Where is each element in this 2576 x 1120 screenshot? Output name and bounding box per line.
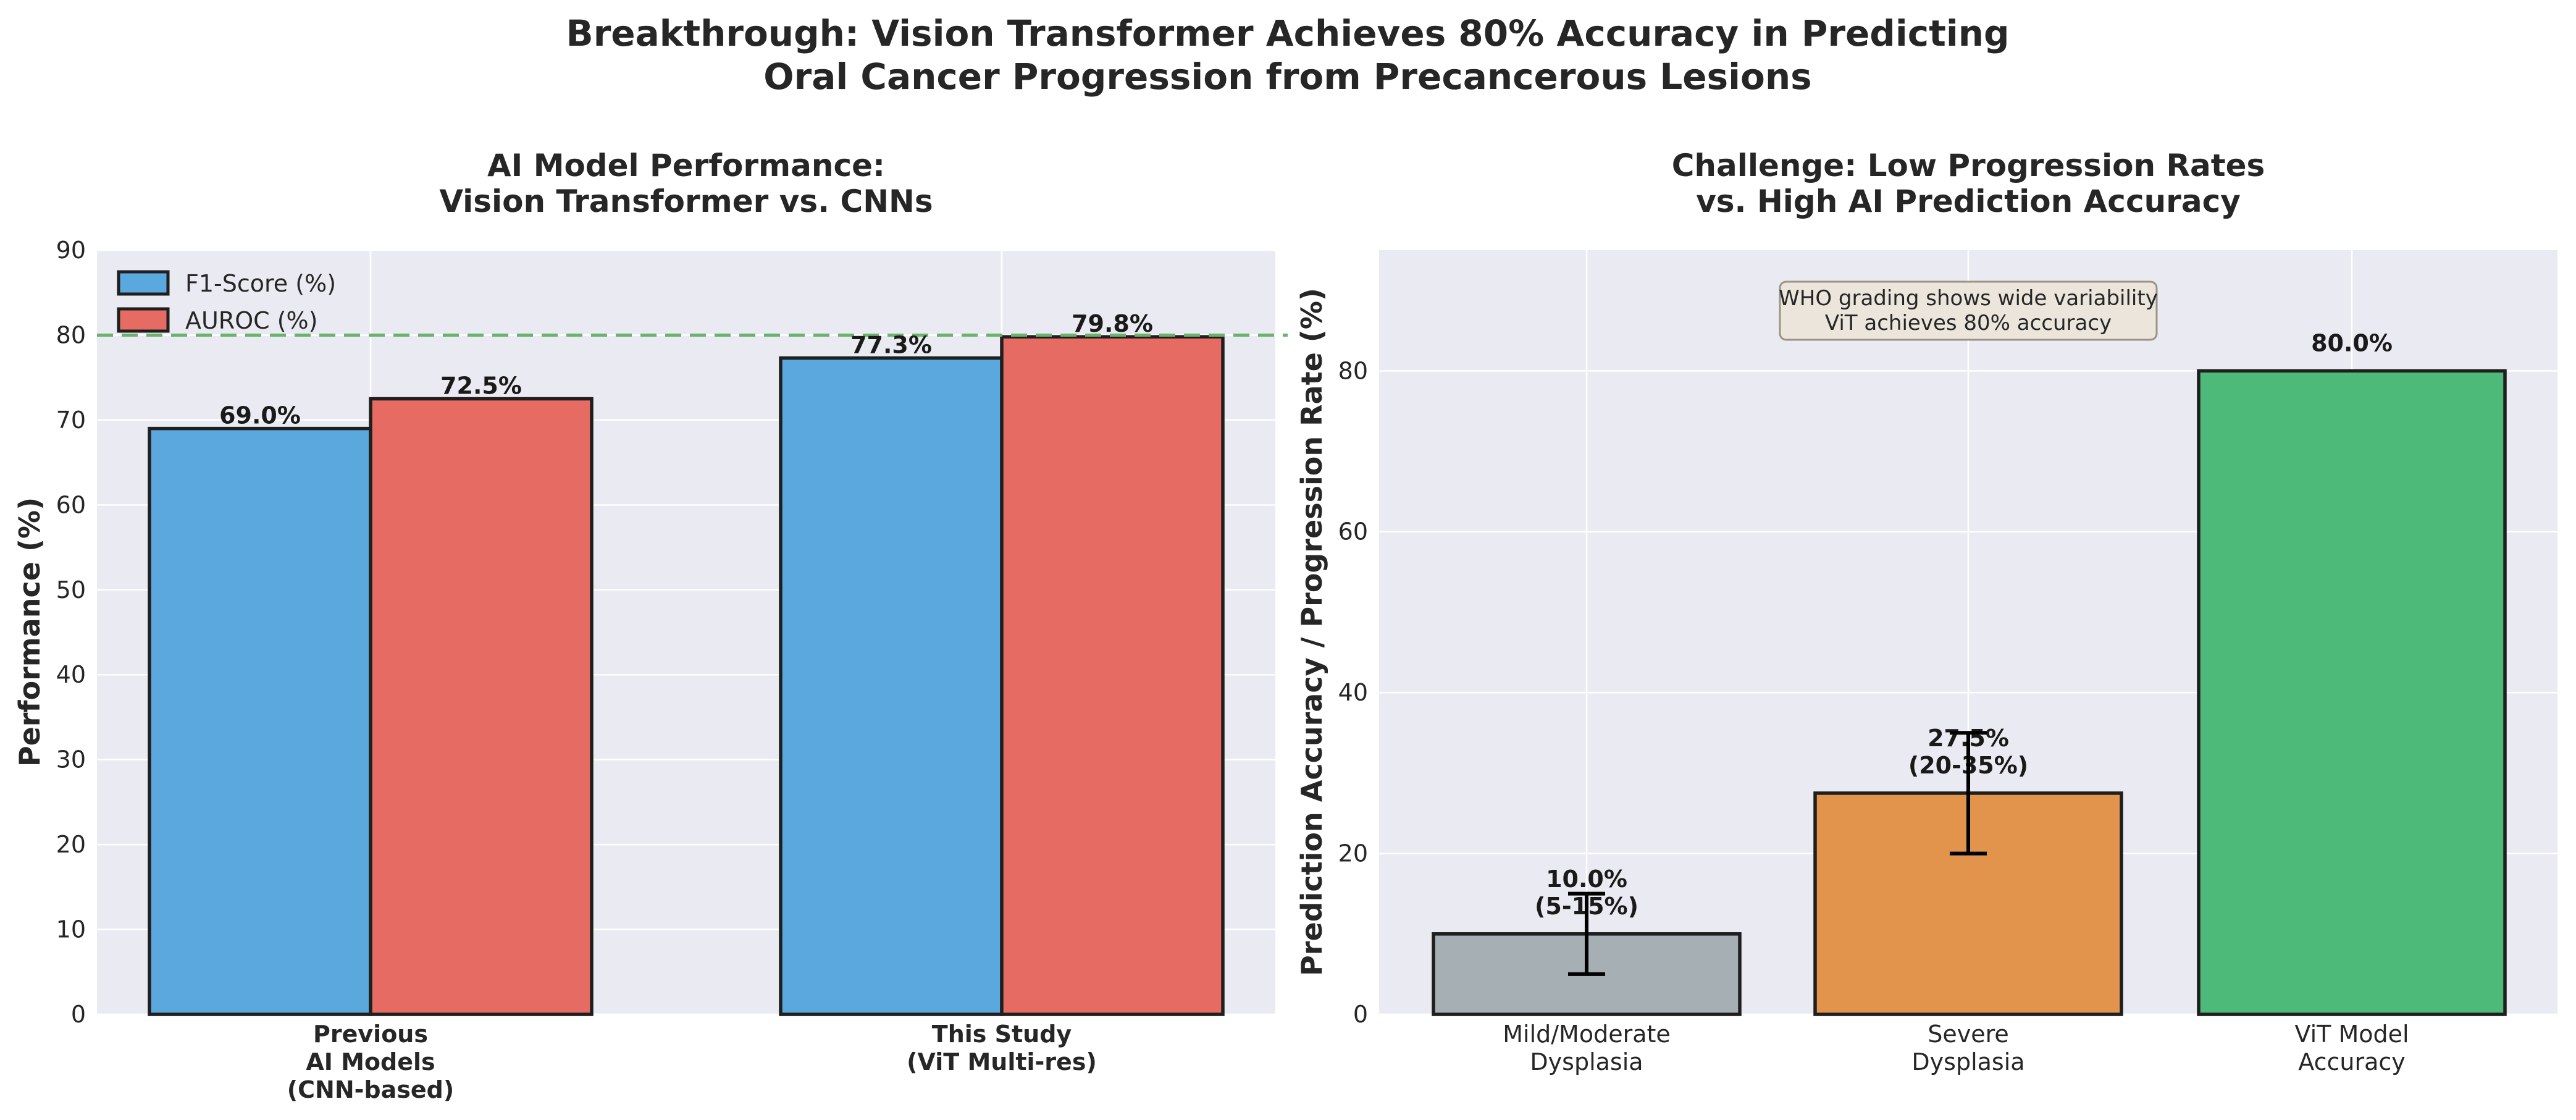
annotation-line-2: ViT achieves 80% accuracy <box>1825 311 2112 335</box>
right-y-tick-label: 0 <box>1353 1001 1368 1028</box>
legend-swatch-auroc <box>117 307 170 333</box>
auroc-bar-0 <box>369 397 594 1016</box>
vit-accuracy-bar <box>2197 369 2507 1016</box>
right-y-tick-label: 60 <box>1338 518 1368 545</box>
left-value-label: 77.3% <box>850 332 932 359</box>
left-y-tick-label: 20 <box>56 831 86 858</box>
annotation-line-1: WHO grading shows wide variability <box>1779 286 2158 311</box>
figure-title-line-2: Oral Cancer Progression from Precancerou… <box>763 56 1811 98</box>
right-y-tick-label: 20 <box>1338 840 1368 867</box>
right-x-tick-label: Mild/Moderate <box>1503 1021 1671 1048</box>
annotation-box <box>1779 280 2158 341</box>
left-x-tick-label: (ViT Multi-res) <box>907 1048 1097 1076</box>
left-y-tick-label: 30 <box>56 746 86 773</box>
right-chart-title-line-1: Challenge: Low Progression Rates <box>1672 148 2265 183</box>
legend-swatch-f1 <box>117 270 170 296</box>
right-value-label: 10.0% <box>1546 865 1627 893</box>
legend-label-f1: F1-Score (%) <box>185 270 336 297</box>
f1-bar-0 <box>148 426 372 1016</box>
left-chart-title-line-2: Vision Transformer vs. CNNs <box>439 183 933 219</box>
right-bars <box>1432 369 2507 1016</box>
left-y-tick-label: 60 <box>56 491 86 518</box>
left-y-tick-label: 80 <box>56 321 86 348</box>
left-x-tick-label: Previous <box>313 1021 428 1048</box>
left-y-tick-label: 10 <box>56 916 86 943</box>
left-bars <box>148 335 1225 1016</box>
left-x-tick-label: This Study <box>932 1021 1072 1048</box>
left-y-tick-label: 40 <box>56 661 86 688</box>
left-value-label: 79.8% <box>1072 310 1153 337</box>
left-x-tick-label: (CNN-based) <box>287 1076 454 1103</box>
right-annotation-box: WHO grading shows wide variability ViT a… <box>1779 280 2158 341</box>
left-chart-title-line-1: AI Model Performance: <box>487 148 885 183</box>
left-y-tick-label: 0 <box>71 1001 86 1028</box>
left-y-axis-label: Performance (%) <box>13 497 46 767</box>
right-error-bars <box>1568 731 1987 976</box>
right-x-ticks: Mild/ModerateDysplasiaSevereDysplasiaViT… <box>1503 1021 2409 1076</box>
left-x-tick-label: AI Models <box>306 1048 435 1076</box>
left-value-label: 72.5% <box>440 373 522 400</box>
right-chart-title-line-2: vs. High AI Prediction Accuracy <box>1696 183 2241 219</box>
left-y-ticks: 0 10 20 30 40 50 60 70 80 90 <box>56 237 86 1028</box>
left-value-labels: 69.0% 77.3% 72.5% 79.8% <box>219 310 1153 429</box>
left-value-label: 69.0% <box>219 402 301 429</box>
left-y-tick-label: 90 <box>56 237 86 264</box>
left-y-tick-label: 50 <box>56 576 86 604</box>
right-chart-panel: Challenge: Low Progression Rates vs. Hig… <box>1295 148 2557 1076</box>
right-y-axis-label: Prediction Accuracy / Progression Rate (… <box>1295 288 1328 976</box>
right-y-tick-label: 80 <box>1338 357 1368 384</box>
left-y-tick-label: 70 <box>56 406 86 434</box>
f1-bar-1 <box>779 356 1004 1016</box>
auroc-bar-1 <box>1000 335 1225 1016</box>
right-x-tick-label: Dysplasia <box>1911 1048 2024 1076</box>
right-y-tick-label: 40 <box>1338 679 1368 706</box>
right-x-tick-label: Accuracy <box>2298 1048 2406 1076</box>
left-legend: F1-Score (%) AUROC (%) <box>117 270 336 334</box>
left-chart-panel: AI Model Performance: Vision Transformer… <box>13 148 1288 1103</box>
legend-label-auroc: AUROC (%) <box>185 307 318 334</box>
right-x-tick-label: ViT Model <box>2294 1021 2409 1048</box>
figure-title-line-1: Breakthrough: Vision Transformer Achieve… <box>566 12 2009 54</box>
right-y-ticks: 0 20 40 60 80 <box>1338 357 1368 1028</box>
right-x-tick-label: Dysplasia <box>1530 1048 1643 1076</box>
right-value-label: 80.0% <box>2311 329 2393 356</box>
right-x-tick-label: Severe <box>1928 1021 2009 1048</box>
